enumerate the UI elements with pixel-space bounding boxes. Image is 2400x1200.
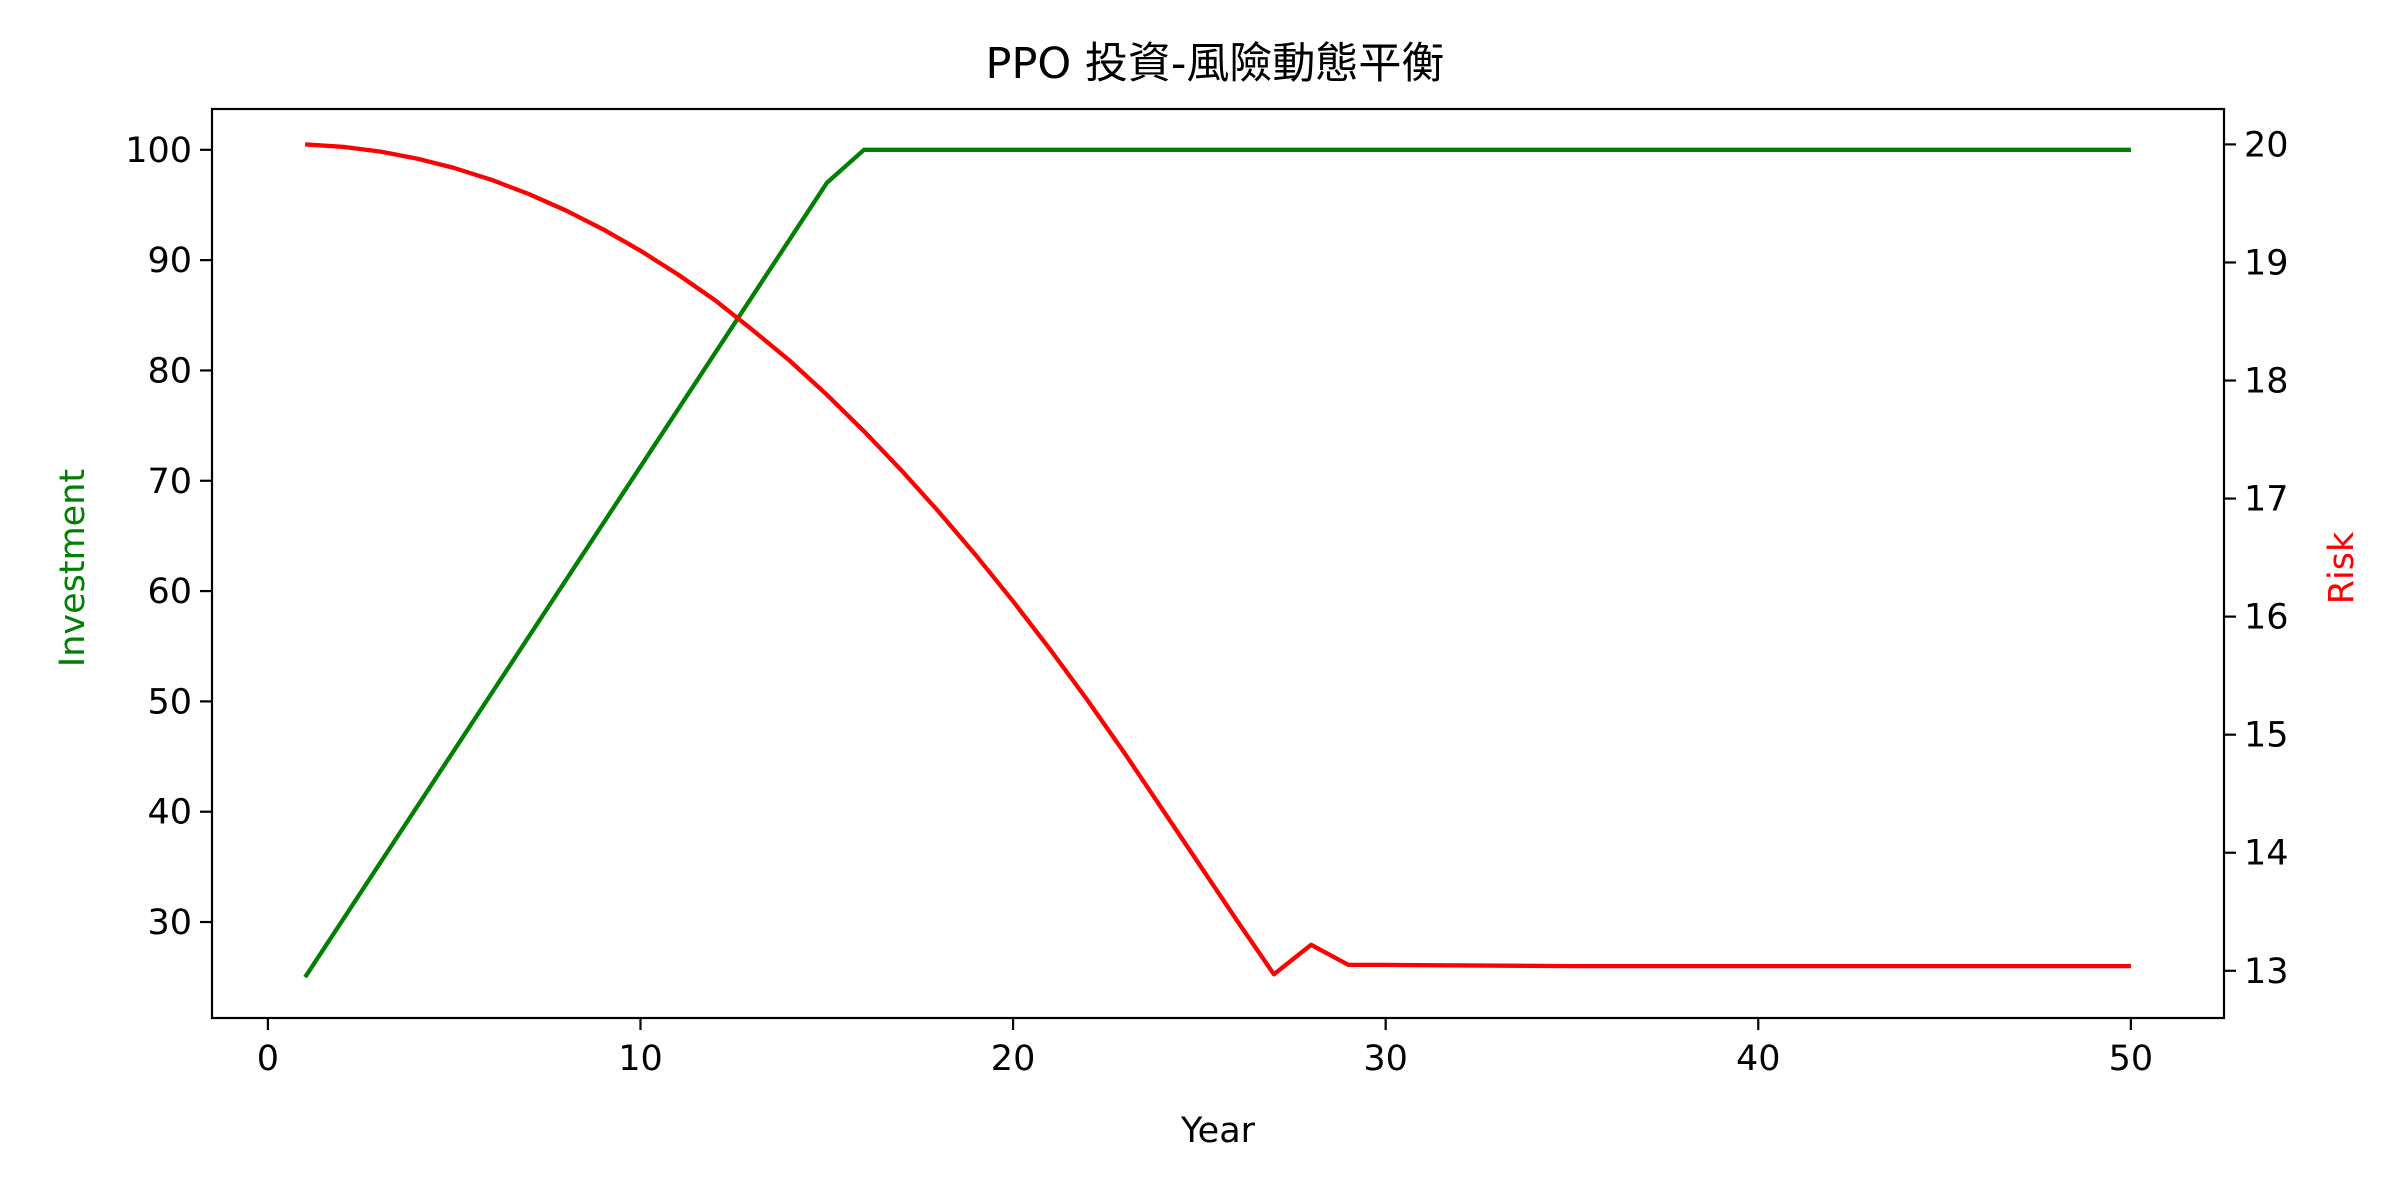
y-right-tick-label: 19 [2244,243,2289,283]
y-right-axis-title: Risk [2322,531,2362,604]
y-left-tick-label: 100 [125,131,192,171]
y-right-tick-label: 14 [2244,834,2289,874]
x-tick-label: 30 [1363,1039,1408,1079]
series-line-risk [304,142,2131,977]
y-left-tick-label: 30 [147,903,192,943]
x-tick-label: 50 [2109,1039,2154,1079]
y-left-tick-label: 90 [147,241,192,281]
y-right-tick-label: 20 [2244,125,2289,165]
y-left-tick-label: 40 [147,793,192,833]
x-tick-label: 20 [991,1039,1036,1079]
plot-frame [210,107,2226,1020]
y-left-tick-label: 80 [147,351,192,391]
y-left-tick-label: 60 [147,572,192,612]
x-tick-label: 0 [257,1039,279,1079]
y-right-tick-label: 15 [2244,716,2289,756]
y-right-tick-label: 13 [2244,952,2289,992]
y-left-axis-title: Investment [53,469,93,667]
x-tick-label: 40 [1736,1039,1781,1079]
axes: 0 10 20 30 40 50 30 40 50 60 70 80 90 100 13 14 15 16 17 18… [125,107,2289,1079]
plot-area [303,142,2131,979]
y-right-tick-label: 17 [2244,480,2289,520]
y-left-tick-label: 50 [147,682,192,722]
series-line-investment [303,147,2131,979]
x-axis-title: Year [1180,1111,1256,1151]
y-right-tick-label: 16 [2244,598,2289,638]
y-right-tick-label: 18 [2244,362,2289,402]
chart-title: PPO 投資-風險動態平衡 [986,39,1445,89]
x-tick-label: 10 [618,1039,663,1079]
y-left-tick-label: 70 [147,462,192,502]
